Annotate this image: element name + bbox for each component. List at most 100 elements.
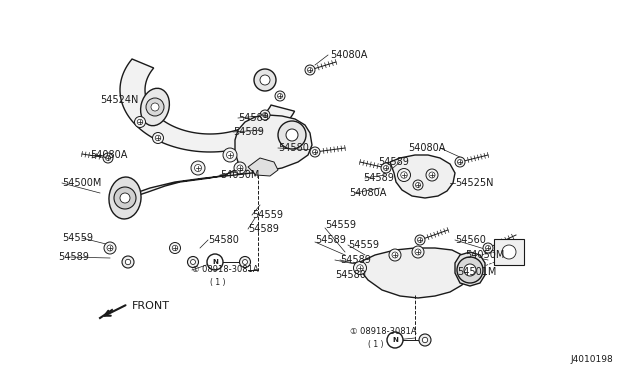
Circle shape [278,93,282,99]
Circle shape [152,132,163,144]
Text: N: N [212,259,218,265]
Circle shape [134,116,145,128]
Circle shape [275,91,285,101]
Circle shape [458,160,463,164]
Circle shape [412,246,424,258]
Text: 54589: 54589 [378,157,409,167]
Text: 54589: 54589 [363,173,394,183]
Circle shape [239,257,250,267]
Text: ① 08918-3081A: ① 08918-3081A [192,266,259,275]
Text: 54580: 54580 [208,235,239,245]
Text: 54589: 54589 [315,235,346,245]
Text: N: N [392,337,398,343]
Text: 54560: 54560 [455,235,486,245]
Circle shape [353,262,367,275]
Text: 54500M: 54500M [62,178,101,188]
Circle shape [223,148,237,162]
Circle shape [502,245,516,259]
Text: 54559: 54559 [348,240,379,250]
Circle shape [107,245,113,251]
Circle shape [483,243,493,253]
Circle shape [120,193,130,203]
Circle shape [243,260,248,264]
Text: 54050M: 54050M [465,250,504,260]
Text: 54524N: 54524N [100,95,138,105]
Circle shape [191,161,205,175]
Circle shape [397,169,410,182]
Text: 54080A: 54080A [349,188,387,198]
Circle shape [125,259,131,265]
Circle shape [415,183,420,187]
Text: 54080A: 54080A [408,143,445,153]
Circle shape [415,249,421,255]
Circle shape [234,162,246,174]
Text: 54501M: 54501M [457,267,497,277]
Text: 54589: 54589 [233,127,264,137]
Circle shape [486,246,490,250]
Circle shape [307,67,312,73]
Circle shape [392,252,398,258]
Circle shape [104,242,116,254]
Text: 54580: 54580 [278,143,309,153]
Circle shape [137,119,143,125]
Polygon shape [248,158,278,176]
Text: 54589: 54589 [340,255,371,265]
Circle shape [426,169,438,181]
Text: ① 08918-3081A: ① 08918-3081A [350,327,417,337]
Text: 54080A: 54080A [90,150,127,160]
Polygon shape [360,248,468,298]
Circle shape [422,337,428,343]
Circle shape [464,264,476,276]
Text: ( 1 ): ( 1 ) [368,340,383,349]
Text: 54589: 54589 [238,113,269,123]
Circle shape [305,65,315,75]
Polygon shape [455,252,485,286]
Ellipse shape [141,88,170,126]
Circle shape [417,237,422,243]
Text: 54525N: 54525N [455,178,493,188]
Circle shape [260,75,270,85]
Circle shape [106,155,111,160]
Circle shape [413,180,423,190]
Circle shape [286,129,298,141]
Circle shape [415,235,425,245]
Circle shape [457,257,483,283]
Circle shape [237,165,243,171]
Circle shape [207,254,223,270]
Circle shape [103,153,113,163]
Circle shape [227,151,234,158]
Text: 54589: 54589 [248,224,279,234]
Circle shape [310,147,320,157]
Text: J4010198: J4010198 [570,356,612,365]
Circle shape [278,121,306,149]
Circle shape [312,150,317,154]
Circle shape [114,187,136,209]
Text: FRONT: FRONT [132,301,170,311]
Circle shape [188,257,198,267]
Ellipse shape [109,177,141,219]
Text: 54589: 54589 [58,252,89,262]
Circle shape [387,332,403,348]
Text: 54050M: 54050M [220,170,259,180]
Circle shape [170,243,180,253]
Circle shape [146,98,164,116]
Circle shape [389,249,401,261]
Text: ( 1 ): ( 1 ) [210,278,225,286]
Text: 54559: 54559 [62,233,93,243]
Circle shape [122,256,134,268]
Circle shape [156,135,161,141]
Circle shape [172,245,178,251]
Circle shape [401,172,407,178]
Circle shape [254,69,276,91]
FancyBboxPatch shape [494,239,524,265]
Circle shape [262,112,268,118]
Circle shape [151,103,159,111]
Text: 54559: 54559 [252,210,283,220]
Polygon shape [390,155,455,198]
Text: 54580: 54580 [335,270,366,280]
Text: 54080A: 54080A [330,50,367,60]
Polygon shape [120,59,294,152]
Circle shape [195,164,202,171]
Circle shape [356,265,364,271]
Circle shape [191,260,195,264]
